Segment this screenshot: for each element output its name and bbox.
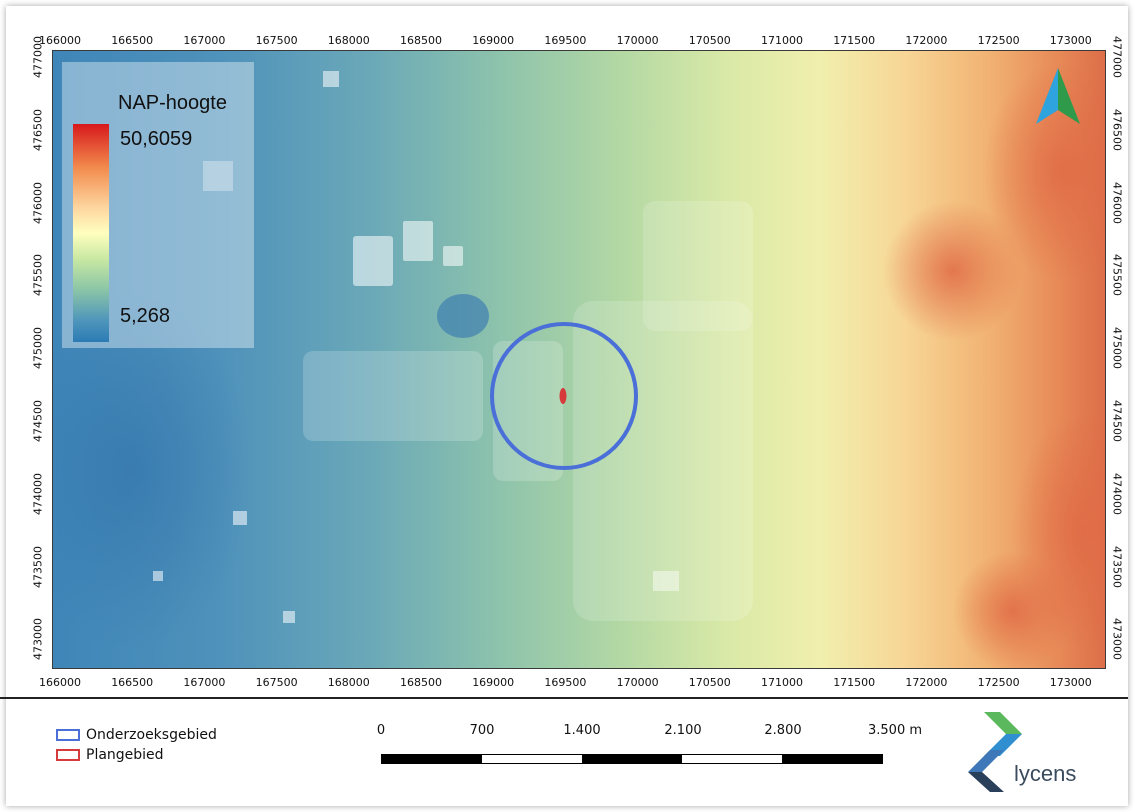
- legend-item-label: Onderzoeksgebied: [86, 727, 217, 743]
- plangebied-swatch-icon: [56, 749, 80, 761]
- scale-label-0: 0: [376, 723, 386, 738]
- y-tick-right: 477000: [1110, 36, 1124, 78]
- x-tick-top: 169000: [472, 34, 515, 47]
- y-tick-right: 473500: [1110, 545, 1124, 588]
- onderzoeksgebied-circle: [490, 322, 638, 470]
- y-tick-right: 476500: [1110, 108, 1124, 151]
- legend-item-plangebied: Plangebied: [56, 747, 164, 763]
- x-tick-top: 172000: [905, 34, 948, 47]
- x-tick-top: 167500: [255, 34, 298, 47]
- logo-text: lycens: [1014, 761, 1077, 786]
- x-tick-top: 170500: [688, 34, 731, 47]
- y-tick-left: 476500: [31, 108, 45, 151]
- x-tick-top: 173000: [1049, 34, 1092, 47]
- terrain-low-w: [53, 291, 253, 651]
- x-tick-bottom: 169500: [544, 676, 587, 689]
- x-tick-bottom: 173000: [1049, 676, 1092, 689]
- y-tick-right: 476000: [1110, 181, 1124, 224]
- y-tick-left: 475000: [31, 327, 45, 370]
- scale-label-4: 2.800: [764, 723, 802, 738]
- x-tick-bottom: 167000: [183, 676, 226, 689]
- y-tick-left: 473000: [31, 618, 45, 661]
- legend-item-label: Plangebied: [86, 747, 164, 763]
- terrain-high-center: [883, 201, 1023, 341]
- y-tick-right: 473000: [1110, 618, 1124, 661]
- x-tick-top: 168000: [327, 34, 370, 47]
- legend-title: NAP-hoogte: [118, 92, 227, 114]
- x-tick-top: 172500: [977, 34, 1020, 47]
- scale-label-1: 700: [469, 723, 495, 738]
- x-tick-top: 168500: [400, 34, 442, 47]
- x-tick-bottom: 166500: [111, 676, 154, 689]
- x-tick-top: 171500: [833, 34, 876, 47]
- x-tick-bottom: 167500: [255, 676, 298, 689]
- scale-bar: [381, 754, 883, 764]
- lycens-logo-icon: [968, 712, 1022, 792]
- y-tick-left: 475500: [31, 254, 45, 297]
- x-tick-bottom: 169000: [472, 676, 515, 689]
- elevation-map[interactable]: [52, 50, 1106, 669]
- north-arrow-icon: [1036, 68, 1080, 124]
- legend-item-onderzoeksgebied: Onderzoeksgebied: [56, 727, 217, 743]
- x-tick-bottom: 168000: [327, 676, 370, 689]
- map-overlay: [53, 61, 1105, 668]
- y-tick-right: 474500: [1110, 400, 1124, 442]
- legend-min-value: 5,268: [120, 305, 171, 327]
- lake: [437, 294, 489, 338]
- terrain-high-s: [953, 551, 1073, 668]
- x-tick-top: 171000: [761, 34, 803, 47]
- y-tick-left: 473500: [31, 545, 45, 588]
- x-tick-bottom: 171500: [833, 676, 876, 689]
- x-tick-bottom: 172000: [905, 676, 948, 689]
- x-tick-bottom: 171000: [761, 676, 803, 689]
- y-tick-left: 477000: [31, 36, 45, 78]
- x-tick-bottom: 166000: [39, 676, 81, 689]
- plangebied-shape: [559, 388, 567, 404]
- x-tick-top: 167000: [183, 34, 226, 47]
- urban-area: [153, 71, 753, 623]
- y-tick-right: 475500: [1110, 254, 1124, 297]
- y-tick-left: 476000: [31, 181, 45, 224]
- legend-max-value: 50,6059: [120, 128, 193, 150]
- onderzoeksgebied-swatch-icon: [56, 729, 80, 741]
- scale-label-3: 2.100: [664, 723, 702, 738]
- x-tick-top: 170000: [616, 34, 659, 47]
- scale-label-2: 1.400: [563, 723, 601, 738]
- scale-label-5: 3.500 m: [867, 723, 923, 738]
- x-tick-bottom: 170500: [688, 676, 731, 689]
- x-tick-bottom: 170000: [616, 676, 659, 689]
- x-tick-top: 166000: [39, 34, 81, 47]
- y-tick-right: 474000: [1110, 472, 1124, 515]
- elevation-colorbar: [73, 124, 109, 342]
- footer-separator: [0, 697, 1128, 699]
- x-tick-bottom: 168500: [400, 676, 442, 689]
- x-tick-top: 166500: [111, 34, 154, 47]
- y-tick-left: 474500: [31, 400, 45, 442]
- y-tick-left: 474000: [31, 472, 45, 515]
- y-tick-right: 475000: [1110, 327, 1124, 370]
- x-tick-bottom: 172500: [977, 676, 1020, 689]
- x-tick-top: 169500: [544, 34, 587, 47]
